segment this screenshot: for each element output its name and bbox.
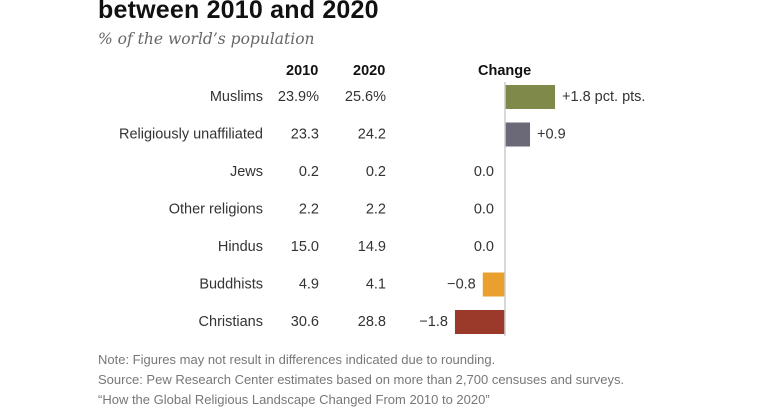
value-2010-label: 4.9 bbox=[299, 277, 319, 293]
value-2010-label: 2.2 bbox=[299, 202, 319, 218]
source-text: Source: Pew Research Center estimates ba… bbox=[98, 372, 625, 387]
column-header-2010: 2010 bbox=[286, 63, 319, 79]
value-2020-label: 24.2 bbox=[358, 127, 386, 143]
category-label: Hindus bbox=[218, 239, 263, 255]
column-header-2020: 2020 bbox=[353, 63, 386, 79]
change-value-label: 0.0 bbox=[474, 202, 494, 218]
category-label: Buddhists bbox=[199, 277, 263, 293]
value-2010-label: 15.0 bbox=[291, 239, 319, 255]
column-header-change: Change bbox=[478, 63, 532, 79]
category-label: Jews bbox=[230, 164, 263, 180]
change-bar bbox=[482, 272, 505, 297]
category-label: Muslims bbox=[210, 89, 263, 105]
change-bar bbox=[454, 310, 505, 334]
change-bar bbox=[505, 85, 556, 109]
value-2010-label: 0.2 bbox=[299, 164, 319, 180]
value-2010-label: 23.9% bbox=[278, 89, 319, 105]
chart-subtitle: % of the world’s population bbox=[98, 30, 315, 48]
change-bar bbox=[505, 122, 531, 147]
value-2020-label: 2.2 bbox=[366, 202, 386, 218]
value-2010-label: 30.6 bbox=[291, 314, 319, 330]
chart-title: between 2010 and 2020 bbox=[98, 0, 379, 24]
change-value-label: 0.0 bbox=[474, 239, 494, 255]
category-label: Religiously unaffiliated bbox=[119, 127, 263, 143]
change-value-label: −1.8 bbox=[419, 314, 448, 330]
value-2020-label: 4.1 bbox=[366, 277, 386, 293]
change-value-label: +1.8 pct. pts. bbox=[562, 89, 645, 105]
value-2020-label: 0.2 bbox=[366, 164, 386, 180]
value-2020-label: 14.9 bbox=[358, 239, 386, 255]
value-2010-label: 23.3 bbox=[291, 127, 319, 143]
change-value-label: −0.8 bbox=[447, 277, 476, 293]
category-label: Christians bbox=[199, 314, 263, 330]
change-value-label: 0.0 bbox=[474, 164, 494, 180]
note-text: Note: Figures may not result in differen… bbox=[98, 352, 496, 367]
category-label: Other religions bbox=[169, 202, 263, 218]
change-value-label: +0.9 bbox=[537, 127, 566, 143]
value-2020-label: 28.8 bbox=[358, 314, 386, 330]
value-2020-label: 25.6% bbox=[345, 89, 386, 105]
